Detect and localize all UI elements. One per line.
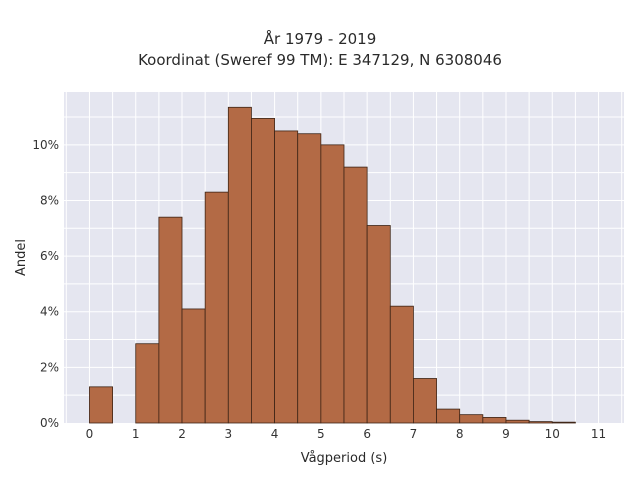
histogram-bar xyxy=(366,225,391,424)
histogram-bar xyxy=(343,166,368,424)
histogram-bar xyxy=(389,305,414,424)
histogram-bar xyxy=(181,308,206,424)
x-tick-label: 3 xyxy=(224,427,232,441)
x-tick-label: 5 xyxy=(317,427,325,441)
histogram-bar xyxy=(551,421,576,424)
bars xyxy=(89,106,576,424)
histogram-bar xyxy=(505,419,530,424)
x-tick-labels: 0 1 2 3 4 5 6 7 8 9 10 11 xyxy=(86,427,607,441)
x-tick-label: 0 xyxy=(86,427,94,441)
chart-subtitle: Koordinat (Sweref 99 TM): E 347129, N 63… xyxy=(138,51,502,69)
y-tick-label: 6% xyxy=(40,249,59,263)
histogram-bar xyxy=(89,386,113,424)
histogram-bar xyxy=(274,130,299,424)
histogram-bar xyxy=(482,417,507,424)
y-tick-label: 10% xyxy=(32,138,59,152)
y-axis-title: Andel xyxy=(14,239,29,276)
x-tick-label: 2 xyxy=(178,427,186,441)
x-tick-label: 8 xyxy=(456,427,464,441)
x-tick-label: 10 xyxy=(545,427,560,441)
histogram-bar xyxy=(320,144,345,424)
y-tick-labels: 0% 2% 4% 6% 8% 10% xyxy=(32,138,59,430)
histogram-bar xyxy=(158,216,183,424)
histogram-bar xyxy=(528,421,553,424)
x-tick-label: 4 xyxy=(271,427,279,441)
histogram-bar xyxy=(251,118,275,424)
histogram-bar xyxy=(297,133,322,424)
histogram-bar xyxy=(436,408,461,424)
y-tick-label: 0% xyxy=(40,416,59,430)
x-tick-label: 9 xyxy=(502,427,510,441)
x-tick-label: 11 xyxy=(591,427,606,441)
x-tick-label: 7 xyxy=(410,427,418,441)
y-tick-label: 2% xyxy=(40,360,59,374)
histogram-bar xyxy=(135,343,160,424)
x-axis-title: Vågperiod (s) xyxy=(301,451,388,466)
histogram-bar xyxy=(227,106,252,424)
x-tick-label: 1 xyxy=(132,427,140,441)
chart-title: År 1979 - 2019 xyxy=(263,30,377,48)
histogram-bar xyxy=(459,414,484,424)
y-tick-label: 4% xyxy=(40,305,59,319)
histogram-bar xyxy=(204,191,229,424)
y-tick-label: 8% xyxy=(40,193,59,207)
histogram-bar xyxy=(413,378,437,424)
x-tick-label: 6 xyxy=(363,427,371,441)
